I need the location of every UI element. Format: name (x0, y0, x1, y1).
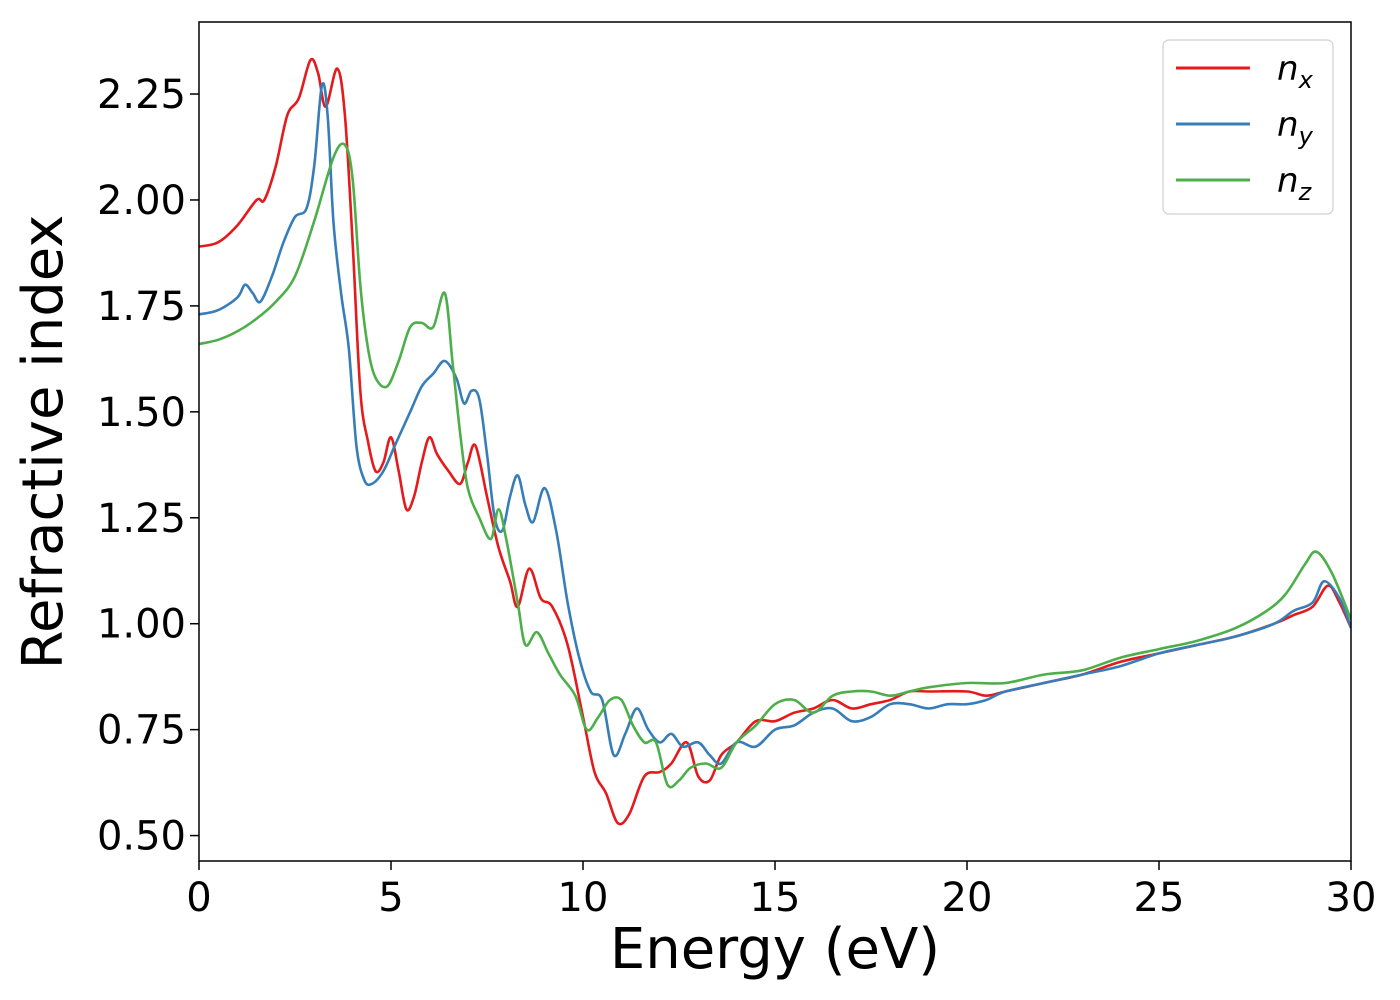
series-line-ny (199, 82, 1351, 766)
x-axis: 0 5 10 15 20 25 30 (186, 861, 1376, 921)
x-tick-label: 25 (1134, 875, 1185, 921)
legend-label-nz: nz (1277, 161, 1313, 206)
y-tick-label: 1.00 (97, 602, 186, 648)
y-tick-label: 1.75 (97, 284, 186, 330)
x-tick-label: 0 (186, 875, 211, 921)
legend: nx ny nz (1162, 39, 1334, 215)
series-layer (199, 57, 1351, 826)
y-tick-label: 2.00 (97, 178, 186, 224)
x-tick-label: 5 (378, 875, 403, 921)
y-tick-label: 1.50 (97, 390, 186, 436)
y-tick-label: 0.75 (97, 708, 186, 754)
legend-box (1162, 39, 1334, 215)
y-tick-label: 2.25 (97, 72, 186, 118)
x-axis-label: Energy (eV) (610, 917, 940, 982)
y-tick-label: 0.50 (97, 814, 186, 860)
legend-label-nx: nx (1277, 49, 1314, 94)
y-axis-label: Refractive index (11, 215, 76, 670)
x-tick-label: 15 (750, 875, 801, 921)
x-tick-label: 10 (558, 875, 609, 921)
x-tick-label: 30 (1326, 875, 1377, 921)
series-line-nz (199, 142, 1351, 789)
legend-label-ny: ny (1277, 105, 1314, 150)
x-tick-label: 20 (942, 875, 993, 921)
y-tick-label: 1.25 (97, 496, 186, 542)
y-axis: 0.50 0.75 1.00 1.25 1.50 1.75 2.00 2.25 (97, 72, 199, 860)
